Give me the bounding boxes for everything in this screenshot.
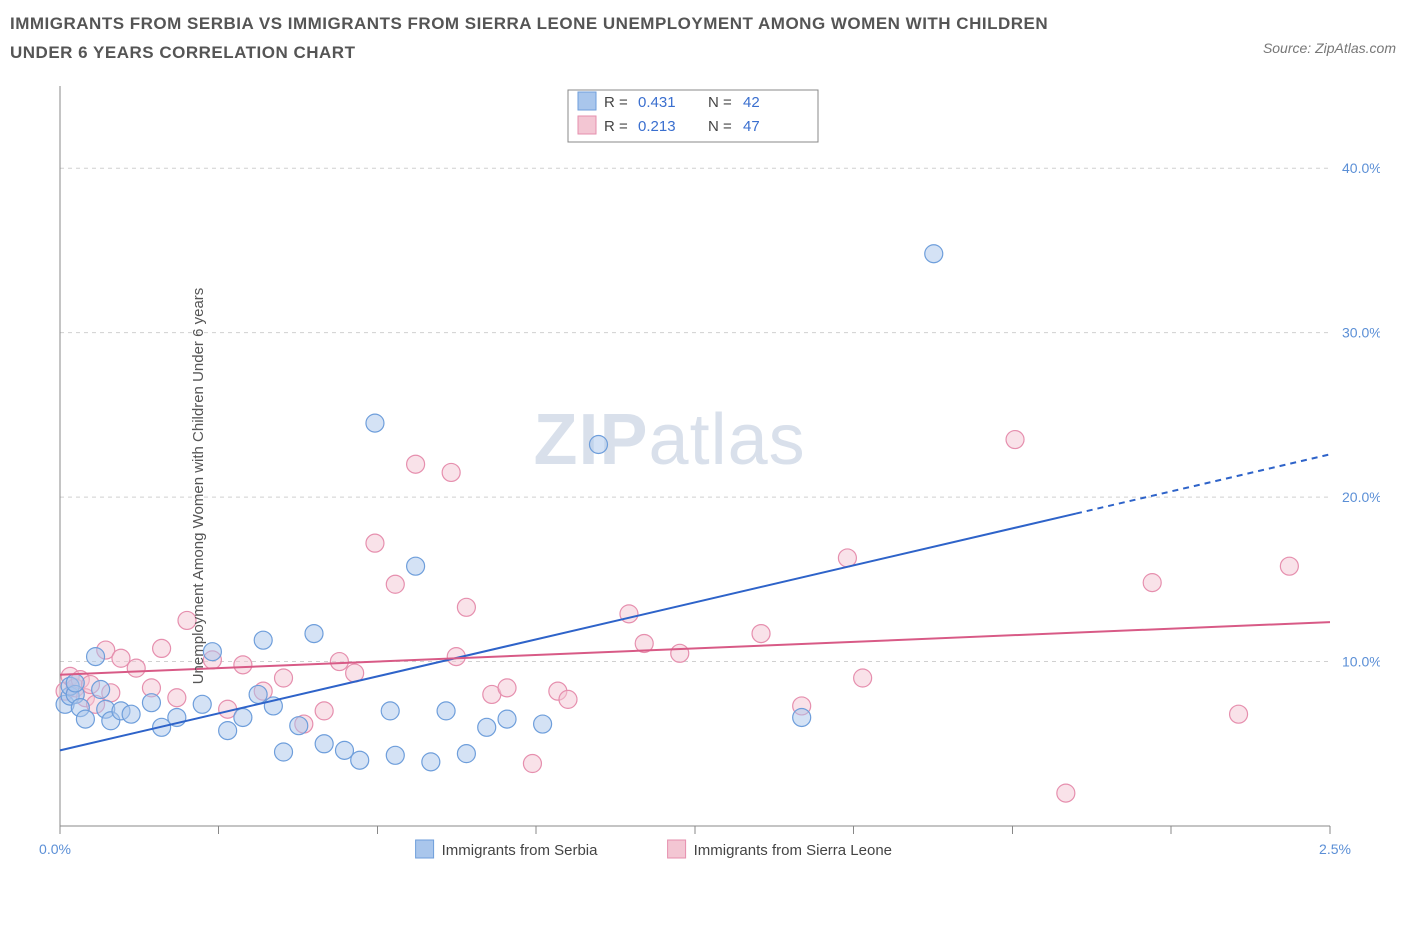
data-point (219, 721, 237, 739)
data-point (305, 624, 323, 642)
x-tick-label: 2.5% (1319, 841, 1351, 857)
data-point (589, 435, 607, 453)
data-point (127, 659, 145, 677)
data-point (66, 674, 84, 692)
data-point (234, 656, 252, 674)
data-point (153, 639, 171, 657)
data-point (407, 557, 425, 575)
data-point (925, 245, 943, 263)
legend-n-value: 42 (743, 94, 760, 111)
legend-swatch (668, 840, 686, 858)
data-point (838, 549, 856, 567)
data-point (1143, 573, 1161, 591)
data-point (559, 690, 577, 708)
data-point (752, 624, 770, 642)
data-point (457, 598, 475, 616)
data-point (168, 689, 186, 707)
data-point (407, 455, 425, 473)
data-point (437, 702, 455, 720)
data-point (793, 708, 811, 726)
legend-swatch (578, 92, 596, 110)
data-point (534, 715, 552, 733)
data-point (142, 693, 160, 711)
data-point (422, 753, 440, 771)
data-point (254, 631, 272, 649)
data-point (76, 710, 94, 728)
legend-swatch (416, 840, 434, 858)
legend-series-label: Immigrants from Serbia (442, 842, 599, 859)
legend-series-label: Immigrants from Sierra Leone (694, 842, 892, 859)
data-point (275, 743, 293, 761)
legend-r-value: 0.213 (638, 118, 676, 135)
data-point (457, 744, 475, 762)
source-attribution: Source: ZipAtlas.com (1263, 10, 1396, 56)
data-point (290, 716, 308, 734)
data-point (234, 708, 252, 726)
data-point (386, 746, 404, 764)
x-tick-label: 0.0% (39, 841, 71, 857)
y-tick-label: 10.0% (1342, 653, 1380, 669)
data-point (671, 644, 689, 662)
legend-n-label: N = (708, 118, 732, 135)
data-point (366, 534, 384, 552)
watermark: ZIPatlas (534, 400, 806, 480)
data-point (498, 679, 516, 697)
data-point (122, 705, 140, 723)
trend-line (60, 622, 1330, 675)
data-point (275, 669, 293, 687)
data-point (1006, 430, 1024, 448)
data-point (112, 649, 130, 667)
data-point (523, 754, 541, 772)
chart-title: IMMIGRANTS FROM SERBIA VS IMMIGRANTS FRO… (10, 10, 1060, 68)
data-point (386, 575, 404, 593)
legend-r-label: R = (604, 118, 628, 135)
data-point (351, 751, 369, 769)
data-point (330, 652, 348, 670)
data-point (193, 695, 211, 713)
data-point (1230, 705, 1248, 723)
y-axis-label: Unemployment Among Women with Children U… (190, 287, 207, 684)
data-point (478, 718, 496, 736)
data-point (315, 702, 333, 720)
y-tick-label: 40.0% (1342, 160, 1380, 176)
legend-r-label: R = (604, 94, 628, 111)
trend-line-extrapolated (1076, 454, 1330, 513)
y-tick-label: 30.0% (1342, 324, 1380, 340)
data-point (249, 685, 267, 703)
data-point (87, 647, 105, 665)
trend-line (60, 513, 1076, 750)
data-point (1057, 784, 1075, 802)
data-point (498, 710, 516, 728)
legend-r-value: 0.431 (638, 94, 676, 111)
data-point (854, 669, 872, 687)
scatter-chart: 10.0% 20.0% 30.0% 40.0% ZIPatlas 0.0% 2.5% R = 0… (10, 76, 1380, 896)
data-point (442, 463, 460, 481)
chart-container: Unemployment Among Women with Children U… (10, 76, 1380, 896)
legend-swatch (578, 116, 596, 134)
data-point (315, 735, 333, 753)
legend-n-label: N = (708, 94, 732, 111)
data-point (1280, 557, 1298, 575)
data-point (366, 414, 384, 432)
legend-n-value: 47 (743, 118, 760, 135)
y-tick-label: 20.0% (1342, 489, 1380, 505)
data-point (335, 741, 353, 759)
data-point (381, 702, 399, 720)
data-point (92, 680, 110, 698)
